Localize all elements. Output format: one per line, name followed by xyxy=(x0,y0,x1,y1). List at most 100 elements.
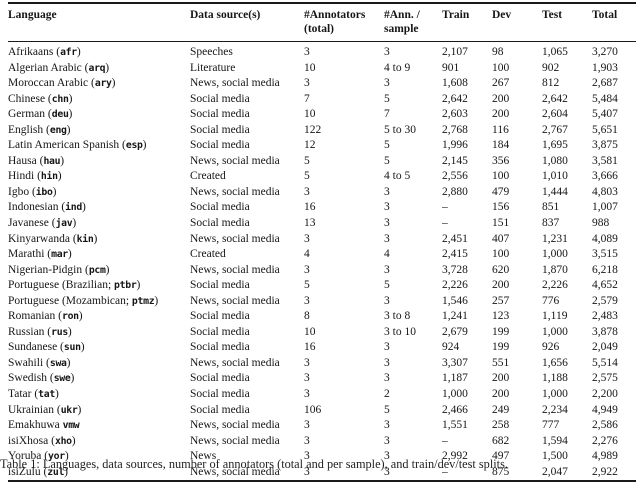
cell-test: 776 xyxy=(542,294,560,307)
cell-annotators-total: 3 xyxy=(304,46,310,58)
language-name-close: ) xyxy=(154,294,159,307)
cell-data-source: News, social media xyxy=(190,77,280,90)
cell-train: 2,603 xyxy=(442,108,468,121)
language-name-close: ) xyxy=(66,123,71,136)
cell-annotators-per-sample: 5 xyxy=(384,92,390,105)
language-name-close: ) xyxy=(67,325,72,338)
cell-annotators-total: 16 xyxy=(304,341,316,354)
cell-annotators-per-sample: 3 xyxy=(384,419,390,432)
table-row: Swedish (swe) Social media 3 3 1,187 200 1,188… xyxy=(8,371,636,387)
language-name-close: ) xyxy=(70,372,75,385)
table-row: Chinese (chn) Social media 7 5 2,642 200 2,642… xyxy=(8,92,636,108)
cell-dev: 116 xyxy=(492,123,509,136)
cell-train: 901 xyxy=(442,61,460,74)
cell-annotators-per-sample: 3 xyxy=(384,201,390,214)
cell-dev: 551 xyxy=(492,356,510,369)
cell-dev: 257 xyxy=(492,294,510,307)
language-name-close: ) xyxy=(111,77,116,90)
language-name-close: ) xyxy=(105,61,110,74)
cell-annotators-per-sample: 3 xyxy=(384,185,390,198)
cell-dev: 258 xyxy=(492,419,510,432)
cell-language: Tatar (tat) xyxy=(8,387,190,403)
cell-language: English (eng) xyxy=(8,123,190,139)
language-code: eng xyxy=(49,124,67,136)
cell-data-source: Social media xyxy=(190,139,250,152)
cell-train: – xyxy=(442,217,448,230)
cell-dev: 267 xyxy=(492,77,510,90)
table-row: Kinyarwanda (kin) News, social media 3 3 2,4… xyxy=(8,232,636,248)
table-row: Javanese (jav) Social media 13 3–151 837 988 xyxy=(8,216,636,232)
table-row: German (deu) Social media 10 7 2,603 200 2,604… xyxy=(8,107,636,123)
language-name: Russian ( xyxy=(8,325,52,338)
cell-total: 2,483 xyxy=(592,310,618,323)
language-code: sun xyxy=(63,342,81,354)
language-name: Algerian Arabic ( xyxy=(8,61,89,74)
language-name: Swahili ( xyxy=(8,356,50,369)
cell-language: Afrikaans (afr) xyxy=(8,42,190,61)
cell-total: 2,575 xyxy=(592,372,618,385)
language-code: mar xyxy=(51,249,68,261)
language-code: hin xyxy=(40,171,58,183)
cell-data-source: News, social media xyxy=(190,294,280,307)
cell-test: 777 xyxy=(542,419,560,432)
cell-dev: 199 xyxy=(492,341,510,354)
cell-language: Marathi (mar) xyxy=(8,247,190,263)
cell-test: 851 xyxy=(542,201,560,214)
cell-language: Latin American Spanish (esp) xyxy=(8,138,190,154)
cell-annotators-per-sample: 7 xyxy=(384,108,390,121)
table-row: Swahili (swa) News, social media 3 3 3,307 55… xyxy=(8,356,636,372)
language-code: ptmz xyxy=(131,295,155,307)
cell-dev: 199 xyxy=(492,325,510,338)
cell-annotators-per-sample: 3 xyxy=(384,341,390,354)
language-code: ukr xyxy=(60,404,78,416)
language-code: hau xyxy=(43,155,61,167)
cell-annotators-per-sample: 5 xyxy=(384,403,390,416)
language-code: ptbr xyxy=(114,280,137,292)
cell-dev: 200 xyxy=(492,388,510,401)
cell-test: 1,695 xyxy=(542,139,568,152)
cell-dev: 184 xyxy=(492,139,510,152)
cell-annotators-total: 8 xyxy=(304,310,310,323)
cell-data-source: Speeches xyxy=(190,46,233,58)
cell-test: 1,000 xyxy=(542,388,568,401)
cell-annotators-total: 3 xyxy=(304,77,310,90)
cell-total: 3,270 xyxy=(592,46,618,58)
table-caption: Table 1: Languages, data sources, number… xyxy=(0,457,508,471)
cell-test: 1,500 xyxy=(542,450,568,463)
cell-test: 2,234 xyxy=(542,403,568,416)
cell-test: 1,656 xyxy=(542,356,568,369)
language-statistics-table: Language Data source(s) #Annotators (tota… xyxy=(8,2,636,482)
language-code: ron xyxy=(61,311,79,323)
cell-annotators-per-sample: 4 to 9 xyxy=(384,61,411,74)
table-header: Language Data source(s) #Annotators (tota… xyxy=(8,3,636,42)
cell-data-source: Literature xyxy=(190,61,236,74)
cell-total: 3,515 xyxy=(592,248,618,261)
table-row: Ukrainian (ukr) Social media 106 5 2,466 249 2… xyxy=(8,403,636,419)
cell-language: Igbo (ibo) xyxy=(8,185,190,201)
language-name: Swedish ( xyxy=(8,372,54,385)
language-code: swa xyxy=(49,357,67,369)
cell-total: 2,687 xyxy=(592,77,618,90)
language-code: tat xyxy=(38,389,55,401)
cell-train: 2,642 xyxy=(442,92,468,105)
cell-dev: 200 xyxy=(492,372,510,385)
cell-language: Ukrainian (ukr) xyxy=(8,403,190,419)
cell-test: 1,231 xyxy=(542,232,568,245)
cell-test: 2,226 xyxy=(542,279,568,292)
cell-annotators-per-sample: 3 to 8 xyxy=(384,310,411,323)
cell-annotators-total: 12 xyxy=(304,139,316,152)
cell-test: 1,444 xyxy=(542,185,568,198)
cell-language: Emakhuwa vmw xyxy=(8,418,190,434)
language-name: Hausa ( xyxy=(8,154,44,167)
cell-test: 926 xyxy=(542,341,560,354)
table-row: English (eng) Social media 122 5 to 30 2,768… xyxy=(8,123,636,139)
cell-train: 2,415 xyxy=(442,248,468,261)
table-row: Sundanese (sun) Social media 16 3 924 199 926 2… xyxy=(8,340,636,356)
cell-data-source: Social media xyxy=(190,372,250,385)
column-header-data-sources: Data source(s) xyxy=(190,3,304,42)
cell-language: Hindi (hin) xyxy=(8,169,190,185)
cell-dev: 407 xyxy=(492,232,510,245)
cell-data-source: Social media xyxy=(190,341,250,354)
cell-language: Portuguese (Brazilian; ptbr) xyxy=(8,278,190,294)
cell-data-source: News, social media xyxy=(190,419,280,432)
